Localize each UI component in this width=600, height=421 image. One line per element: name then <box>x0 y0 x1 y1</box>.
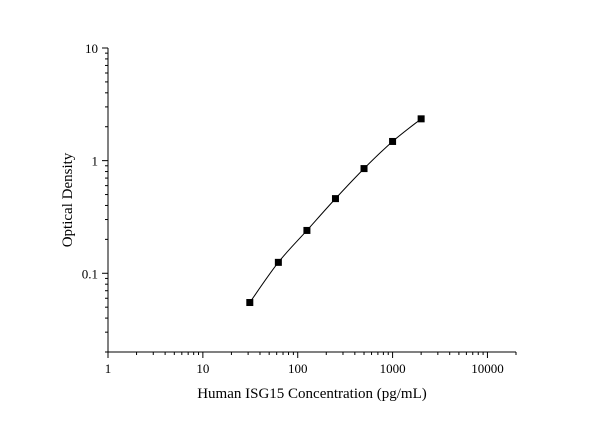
x-tick-label: 100 <box>288 361 308 376</box>
data-point <box>303 226 311 234</box>
fit-curve <box>249 118 422 303</box>
data-point <box>274 258 282 266</box>
tick-labels: 1 10 100 1000 10000 0.1 1 10 <box>82 41 504 376</box>
fit-curve-layer <box>249 118 422 303</box>
x-tick-label: 10000 <box>471 361 504 376</box>
y-axis-title: Optical Density <box>60 152 76 247</box>
data-point <box>360 165 368 173</box>
y-tick-label: 0.1 <box>82 266 98 281</box>
x-axis-title: Human ISG15 Concentration (pg/mL) <box>197 386 427 402</box>
data-point <box>331 195 339 203</box>
data-points <box>246 115 425 307</box>
x-tick-label: 10 <box>196 361 209 376</box>
axes <box>107 48 516 353</box>
x-tick-label: 1 <box>105 361 112 376</box>
tick-marks <box>102 47 517 358</box>
data-point <box>389 137 397 145</box>
x-tick-label: 1000 <box>380 361 406 376</box>
y-tick-label: 10 <box>85 41 98 56</box>
data-point <box>417 115 425 123</box>
y-tick-label: 1 <box>92 154 99 169</box>
data-point <box>246 299 254 307</box>
